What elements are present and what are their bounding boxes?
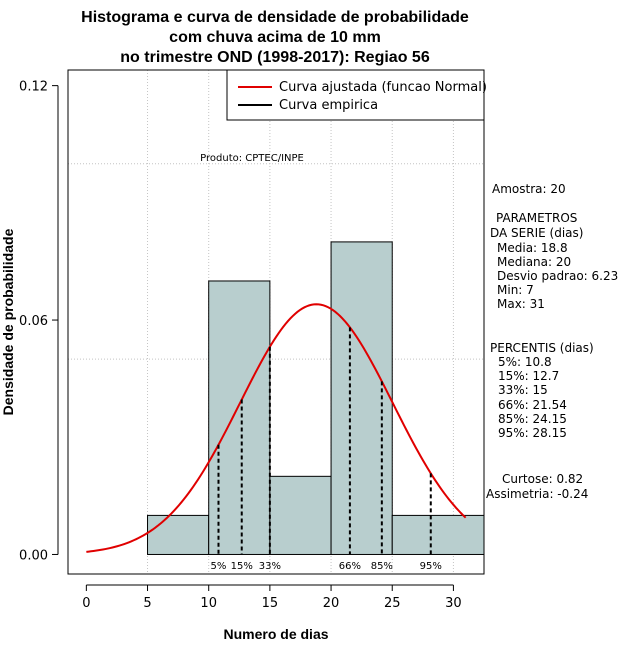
histogram-bar <box>391 514 485 555</box>
histogram-bar <box>208 280 271 555</box>
credit-text: Produto: CPTEC/INPE <box>200 153 304 164</box>
stat-params-subheading: DA SERIE (dias) <box>490 226 583 240</box>
percentile-label: 5% <box>211 561 227 572</box>
stats-panel: Amostra: 20 PARAMETROS DA SERIE (dias) M… <box>486 182 618 501</box>
x-tick-label: 30 <box>445 596 462 611</box>
chart-title-line-2: com chuva acima de 10 mm <box>169 29 381 46</box>
stat-p95: 95%: 28.15 <box>498 426 567 440</box>
x-tick-label: 0 <box>82 596 90 611</box>
stat-p15: 15%: 12.7 <box>498 369 559 383</box>
legend-box <box>226 69 485 121</box>
histogram-bar <box>330 241 393 555</box>
stat-params-heading: PARAMETROS <box>496 211 577 225</box>
histogram-bar <box>269 475 332 555</box>
x-axis-title: Numero de dias <box>223 626 328 642</box>
stat-p33: 33%: 15 <box>498 383 548 397</box>
percentile-label: 95% <box>420 561 442 572</box>
percentile-label: 85% <box>371 561 393 572</box>
x-tick-label: 25 <box>384 596 401 611</box>
x-tick-label: 15 <box>262 596 279 611</box>
stat-stddev: Desvio padrao: 6.23 <box>497 269 618 283</box>
y-tick-label: 0.12 <box>19 80 48 95</box>
x-tick-label: 5 <box>143 596 151 611</box>
stat-kurtosis: Curtose: 0.82 <box>502 472 583 486</box>
stat-percentiles-heading: PERCENTIS (dias) <box>490 341 594 355</box>
chart-title-line-3: no trimestre OND (1998-2017): Regiao 56 <box>120 49 430 66</box>
density-curve-layer <box>86 303 467 553</box>
legend: Curva ajustada (funcao Normal) Curva emp… <box>226 69 487 121</box>
stat-sample: Amostra: 20 <box>492 182 566 196</box>
histogram-bars <box>147 241 485 555</box>
percentile-label: 33% <box>259 561 281 572</box>
stat-p5: 5%: 10.8 <box>498 355 552 369</box>
y-tick-label: 0.06 <box>19 314 48 329</box>
legend-label-empirical: Curva empirica <box>279 98 378 113</box>
stat-p66: 66%: 21.54 <box>498 398 567 412</box>
histogram-bar <box>147 514 210 555</box>
stat-median: Mediana: 20 <box>497 255 571 269</box>
percentile-markers: 5% 15% 33% 66% 85% 95% <box>211 327 442 572</box>
legend-label-fitted: Curva ajustada (funcao Normal) <box>279 80 487 95</box>
density-curve <box>86 303 467 553</box>
stat-max: Max: 31 <box>497 297 545 311</box>
stat-p85: 85%: 24.15 <box>498 412 567 426</box>
axes: 0 5 10 15 20 25 30 0.00 0.06 0.12 <box>19 80 462 611</box>
stat-mean: Media: 18.8 <box>497 241 568 255</box>
stat-min: Min: 7 <box>497 283 534 297</box>
y-tick-label: 0.00 <box>19 548 48 563</box>
stat-skewness: Assimetria: -0.24 <box>486 487 588 501</box>
y-axis-title: Densidade de probabilidade <box>0 228 16 415</box>
chart-title-line-1: Histograma e curva de densidade de proba… <box>81 9 469 26</box>
x-tick-label: 10 <box>200 596 217 611</box>
percentile-label: 66% <box>339 561 361 572</box>
x-tick-label: 20 <box>323 596 340 611</box>
percentile-label: 15% <box>231 561 253 572</box>
